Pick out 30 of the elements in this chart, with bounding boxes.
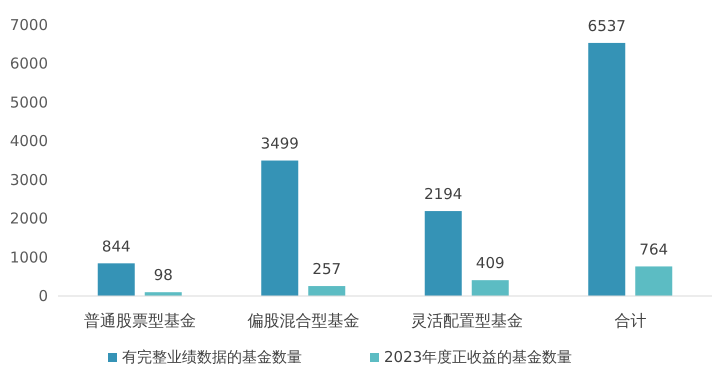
data-label: 844 [102, 237, 131, 256]
data-label: 2194 [424, 185, 462, 204]
y-tick-label: 3000 [10, 170, 48, 189]
legend-label: 有完整业绩数据的基金数量 [122, 348, 302, 366]
bar [472, 280, 509, 296]
data-label: 764 [639, 240, 668, 258]
data-label: 98 [154, 266, 173, 284]
data-label: 6537 [588, 16, 626, 35]
data-label: 409 [476, 254, 505, 272]
data-label: 257 [312, 260, 342, 278]
bar [308, 286, 346, 296]
bar [424, 211, 462, 296]
y-tick-label: 4000 [10, 132, 48, 150]
bar [588, 42, 626, 296]
y-tick-label: 6000 [10, 54, 48, 73]
x-tick-label: 偏股混合型基金 [247, 311, 360, 330]
legend-label: 2023年度正收益的基金数量 [384, 348, 572, 366]
bar [261, 160, 298, 296]
y-tick-label: 0 [38, 287, 48, 305]
x-tick-label: 合计 [614, 311, 646, 330]
y-tick-label: 5000 [10, 93, 48, 112]
y-tick-label: 7000 [10, 16, 48, 34]
x-tick-label: 灵活配置型基金 [410, 311, 523, 330]
bar [98, 263, 135, 296]
y-tick-label: 1000 [10, 248, 48, 266]
data-label: 3499 [260, 134, 299, 153]
x-tick-label: 普通股票型基金 [84, 311, 196, 330]
y-tick-label: 2000 [10, 210, 48, 228]
bar [635, 266, 672, 296]
bar [144, 292, 182, 296]
